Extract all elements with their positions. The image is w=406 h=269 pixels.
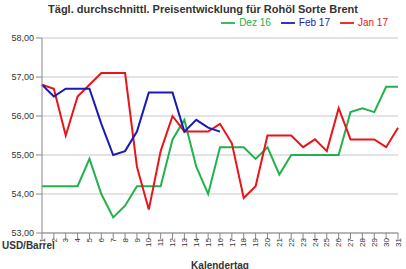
svg-text:15: 15 xyxy=(204,237,213,246)
svg-text:25: 25 xyxy=(322,237,331,246)
svg-text:54,00: 54,00 xyxy=(11,189,34,199)
svg-text:Kalendertag: Kalendertag xyxy=(191,260,249,269)
svg-text:10: 10 xyxy=(144,237,153,246)
svg-text:13: 13 xyxy=(180,237,189,246)
svg-text:23: 23 xyxy=(299,237,308,246)
svg-text:7: 7 xyxy=(109,237,118,242)
svg-text:31: 31 xyxy=(394,237,398,246)
svg-text:11: 11 xyxy=(156,237,165,246)
svg-text:55,00: 55,00 xyxy=(11,150,34,160)
svg-text:3: 3 xyxy=(61,237,70,242)
svg-text:57,00: 57,00 xyxy=(11,72,34,82)
svg-text:27: 27 xyxy=(346,237,355,246)
svg-text:5: 5 xyxy=(85,237,94,242)
svg-text:22: 22 xyxy=(287,237,296,246)
svg-text:17: 17 xyxy=(228,237,237,246)
svg-text:21: 21 xyxy=(275,237,284,246)
svg-text:6: 6 xyxy=(97,237,106,242)
svg-text:58,00: 58,00 xyxy=(11,33,34,43)
svg-text:19: 19 xyxy=(251,237,260,246)
svg-text:8: 8 xyxy=(121,237,130,242)
svg-text:16: 16 xyxy=(216,237,225,246)
svg-text:29: 29 xyxy=(370,237,379,246)
svg-text:53,00: 53,00 xyxy=(11,228,34,238)
svg-text:28: 28 xyxy=(358,237,367,246)
svg-text:12: 12 xyxy=(168,237,177,246)
svg-text:30: 30 xyxy=(382,237,391,246)
svg-text:4: 4 xyxy=(73,237,82,242)
svg-text:14: 14 xyxy=(192,237,201,246)
svg-text:24: 24 xyxy=(311,237,320,246)
svg-text:18: 18 xyxy=(239,237,248,246)
svg-text:56,00: 56,00 xyxy=(11,111,34,121)
svg-text:20: 20 xyxy=(263,237,272,246)
svg-text:26: 26 xyxy=(334,237,343,246)
svg-text:9: 9 xyxy=(133,237,142,242)
